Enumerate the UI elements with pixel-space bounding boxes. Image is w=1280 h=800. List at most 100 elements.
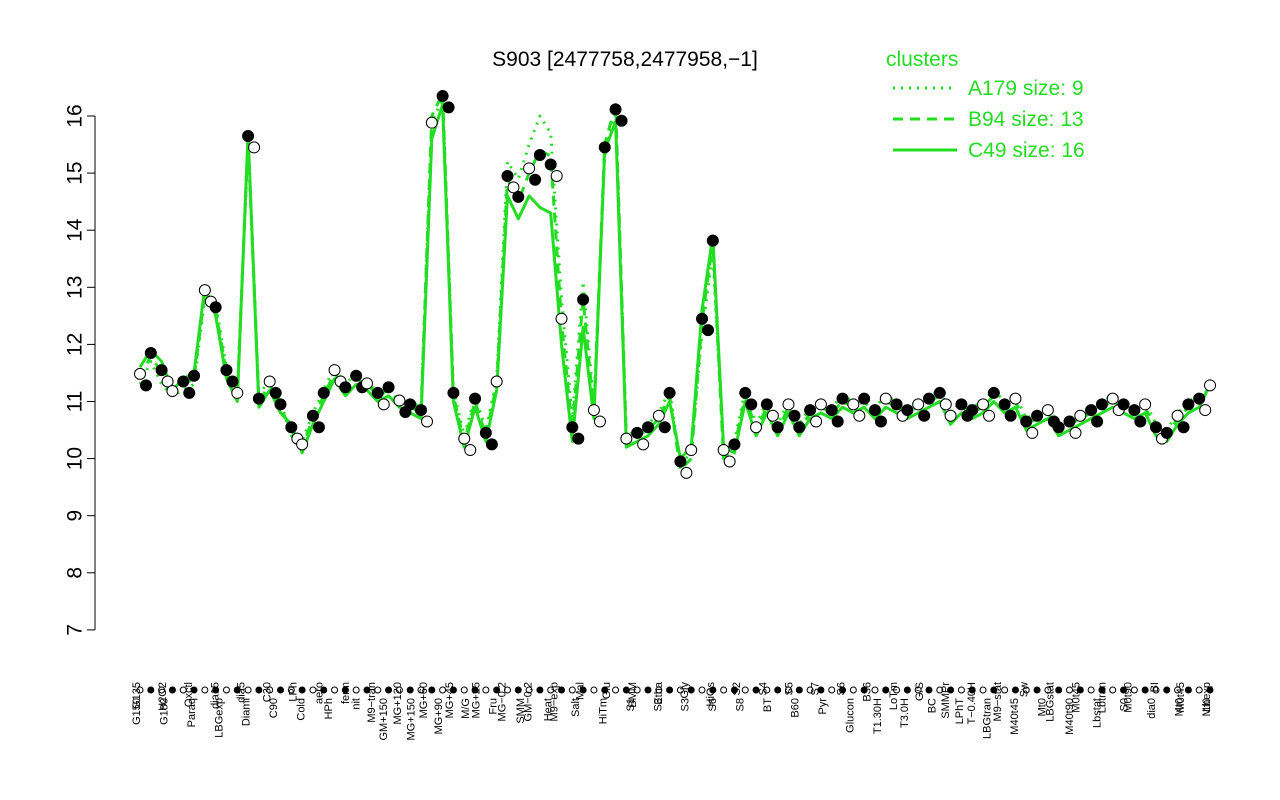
x-rug-mark <box>990 686 998 694</box>
data-point <box>1026 426 1039 439</box>
data-point <box>874 415 887 428</box>
x-tick-label: B36 <box>862 682 874 702</box>
x-rug-mark <box>1076 686 1084 694</box>
data-point <box>274 398 287 411</box>
x-tick-label: HPh <box>323 698 335 719</box>
x-tick-label: MG+150 <box>405 698 417 741</box>
data-point <box>312 421 325 434</box>
x-rug-mark <box>1033 686 1041 694</box>
data-point <box>641 421 654 434</box>
x-rug-mark <box>482 686 490 694</box>
x-tick-label: SMM <box>515 698 527 724</box>
x-rug-mark <box>1098 686 1106 694</box>
x-rug-mark <box>428 686 436 694</box>
x-tick-label: MG+45 <box>444 682 456 718</box>
x-rug-mark <box>201 686 209 694</box>
x-rug-mark <box>871 686 879 694</box>
y-tick-label: 15 <box>64 161 87 184</box>
data-point <box>317 386 330 399</box>
data-point <box>382 381 395 394</box>
x-tick-label: M0t45 <box>1175 682 1187 713</box>
x-rug-mark <box>158 686 166 694</box>
x-tick-label: B60 <box>789 698 801 718</box>
x-rug-mark <box>212 686 220 694</box>
x-rug-mark <box>1001 686 1009 694</box>
x-tick-label: MG−0.2 <box>496 682 508 721</box>
x-tick-label: HiOs <box>705 682 717 707</box>
x-tick-label: S2 <box>731 682 743 695</box>
x-tick-label: M40t90 <box>1064 698 1076 735</box>
x-tick-label: C30 <box>261 682 273 702</box>
x-tick-label: LoTm <box>888 682 900 710</box>
x-rug-mark <box>763 686 771 694</box>
x-rug-mark <box>709 686 717 694</box>
x-tick-label: Sw <box>1018 682 1030 697</box>
data-point <box>853 409 866 422</box>
x-tick-label: T−0.40H <box>966 682 978 725</box>
x-rug-mark <box>558 686 566 694</box>
data-point <box>1204 379 1216 392</box>
data-point <box>868 404 881 417</box>
x-tick-label: Diami <box>241 698 253 726</box>
x-rug-mark <box>655 686 663 694</box>
data-point <box>944 409 957 422</box>
x-tick-label: aero <box>314 682 326 704</box>
data-point <box>750 421 763 434</box>
x-tick-label: S3 <box>680 698 692 711</box>
data-point <box>1095 398 1108 411</box>
x-tick-label: G135 <box>131 682 143 709</box>
x-rug-mark <box>417 686 425 694</box>
data-point <box>912 398 925 411</box>
x-rug-mark <box>406 686 414 694</box>
x-rug-mark <box>806 686 814 694</box>
x-tick-label: M0t45 <box>1071 682 1083 713</box>
data-point <box>637 438 650 451</box>
x-rug-mark <box>676 686 684 694</box>
x-rug-mark <box>363 686 371 694</box>
data-point <box>1128 404 1141 417</box>
data-point <box>1074 409 1087 422</box>
data-point <box>220 364 233 377</box>
x-rug-mark <box>1120 686 1128 694</box>
data-point <box>739 386 752 399</box>
data-point <box>544 158 557 171</box>
x-tick-label: Lbtran <box>1097 682 1109 713</box>
x-tick-label: T3.0H <box>899 698 911 728</box>
y-tick-label: 11 <box>64 391 87 413</box>
x-tick-label: Lbexp <box>1201 682 1213 712</box>
data-point <box>161 375 174 388</box>
x-tick-label: Paraq <box>186 698 198 727</box>
x-tick-label: S4 <box>757 682 769 695</box>
x-rug-mark <box>666 686 674 694</box>
x-tick-label: BMM <box>627 682 639 708</box>
y-axis: 7 8 9 10 11 12 13 14 15 16 <box>64 104 96 636</box>
x-tick-label: M0t90 <box>1123 682 1135 713</box>
x-tick-label: Mt0 <box>1174 698 1186 716</box>
x-tick-label: Fru <box>488 698 500 715</box>
data-point <box>933 386 946 399</box>
x-tick-label: Mt0 <box>1201 698 1213 716</box>
x-rug-mark <box>309 686 317 694</box>
x-tick-label: LBGexp <box>213 698 225 738</box>
data-point <box>728 438 741 451</box>
legend-entry: A179 size: 9 <box>968 77 1084 100</box>
x-tick-label: GM−0.2 <box>522 682 534 721</box>
data-point <box>252 392 265 405</box>
x-rug-mark <box>547 686 555 694</box>
x-rug-mark <box>720 686 728 694</box>
x-rug-mark <box>1087 686 1095 694</box>
data-point <box>658 421 671 434</box>
x-rug-mark <box>331 686 339 694</box>
data-point <box>745 398 758 411</box>
x-tick-label: Glu <box>601 682 613 699</box>
x-tick-label: BT <box>762 698 774 712</box>
data-point <box>1134 415 1147 428</box>
x-rug-mark <box>168 686 176 694</box>
data-point <box>436 90 449 103</box>
data-point <box>788 409 801 422</box>
data-point <box>421 415 434 428</box>
data-point <box>1199 404 1212 417</box>
x-rug-mark <box>579 686 587 694</box>
data-point <box>598 141 611 154</box>
data-point <box>425 116 438 129</box>
